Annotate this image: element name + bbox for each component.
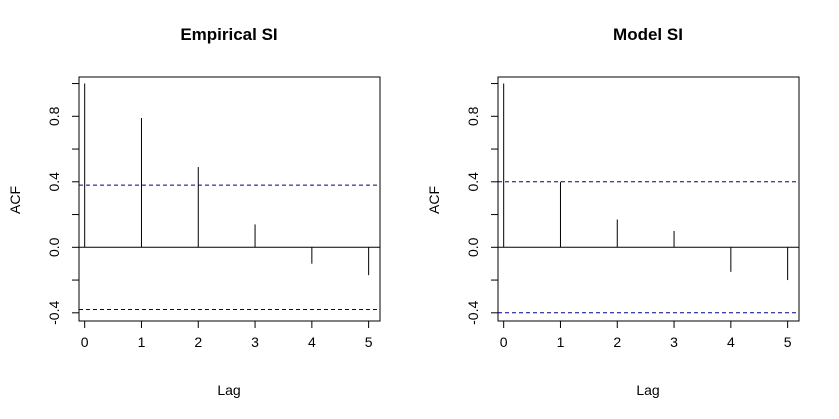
x-tick-label: 2 xyxy=(194,334,202,350)
plot-frame xyxy=(497,76,800,322)
x-tick-label: 1 xyxy=(138,334,146,350)
y-tick-label: -0.4 xyxy=(46,301,62,325)
y-tick-label: 0.4 xyxy=(46,172,62,192)
plot-marks: 0 1 2 3 4 5 -0.4 0.0 0.4 0.8 xyxy=(465,83,799,350)
y-axis-label: ACF xyxy=(7,186,23,214)
y-tick-label: 0.0 xyxy=(465,237,481,257)
x-tick-label: 3 xyxy=(251,334,259,350)
chart-title: Empirical SI xyxy=(180,25,277,44)
x-tick-label: 0 xyxy=(81,334,89,350)
x-axis-label: Lag xyxy=(636,382,659,398)
x-tick-label: 3 xyxy=(670,334,678,350)
x-tick-label: 0 xyxy=(500,334,508,350)
x-tick-label: 4 xyxy=(308,334,316,350)
y-tick-label: 0.4 xyxy=(465,172,481,192)
y-axis-label: ACF xyxy=(426,186,442,214)
empirical-si-panel: Empirical SI 0 1 2 3 4 5 -0.4 0.0 0.4 0.8 Lag ACF xyxy=(7,25,381,398)
y-tick-label: 0.0 xyxy=(46,237,62,257)
x-axis-label: Lag xyxy=(217,382,240,398)
x-tick-label: 4 xyxy=(727,334,735,350)
x-tick-label: 2 xyxy=(613,334,621,350)
chart-title: Model SI xyxy=(613,25,683,44)
y-tick-label: 0.8 xyxy=(465,106,481,126)
x-tick-label: 5 xyxy=(365,334,373,350)
y-tick-label: 0.8 xyxy=(46,106,62,126)
y-tick-label: -0.4 xyxy=(465,301,481,325)
plot-frame xyxy=(78,76,381,322)
model-si-panel: Model SI 0 1 2 3 4 5 -0.4 0.0 0.4 0.8 Lag ACF xyxy=(426,25,800,398)
plot-marks: 0 1 2 3 4 5 -0.4 0.0 0.4 0.8 xyxy=(46,83,380,350)
x-tick-label: 1 xyxy=(557,334,565,350)
x-tick-label: 5 xyxy=(784,334,792,350)
